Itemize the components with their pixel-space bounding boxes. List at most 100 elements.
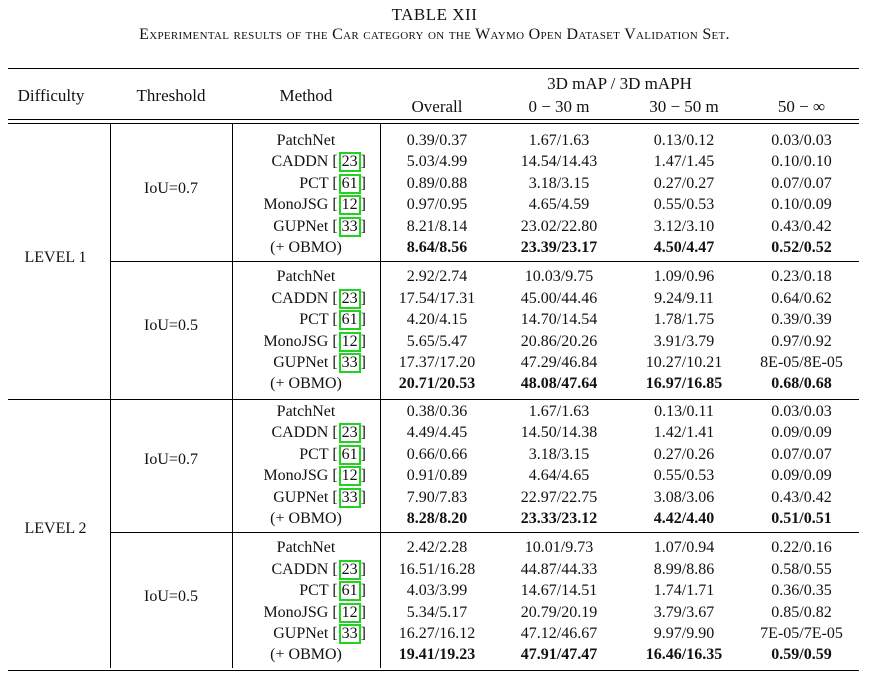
metric-value: 3.12/3.10 [653, 217, 715, 235]
header-col-0-30: 0 − 30 m [528, 97, 590, 116]
metric-value: 4.42/4.40 [653, 510, 715, 527]
metric-value: 47.29/46.84 [520, 354, 598, 371]
metric-value: 8.99/8.86 [653, 560, 715, 578]
metric-value: 4.50/4.47 [653, 239, 715, 256]
method-label: (+ OBMO) [270, 646, 342, 664]
citation-link[interactable]: 61 [338, 310, 361, 331]
metric-value: 0.38/0.36 [406, 403, 468, 420]
metric-value: 5.34/5.17 [406, 603, 468, 621]
method-label: (+ OBMO) [270, 510, 342, 527]
citation-link[interactable]: 12 [338, 466, 361, 487]
header-rule-2 [8, 123, 859, 124]
metric-value: 0.07/0.07 [771, 445, 832, 463]
metric-value: 0.13/0.11 [654, 403, 714, 420]
threshold-label: IoU=0.5 [144, 587, 198, 605]
metric-value: 0.03/0.03 [771, 132, 832, 149]
metric-value: 20.79/20.19 [520, 603, 598, 621]
metric-value: 1.74/1.71 [653, 582, 715, 600]
metric-value: 2.92/2.74 [406, 268, 468, 286]
citation-link[interactable]: 33 [338, 353, 361, 373]
header-group: 3D mAP / 3D mAPH [547, 74, 692, 93]
method-name: GUPNet [33] [273, 487, 366, 508]
method-label: MonoJSG [263, 196, 329, 214]
citation-link[interactable]: 12 [338, 331, 361, 352]
method-name: (+ OBMO) [232, 237, 380, 258]
method-name: (+ OBMO) [232, 373, 380, 394]
method-name: (+ OBMO) [232, 644, 380, 665]
metric-value: 16.27/16.12 [398, 625, 476, 642]
metric-value: 0.09/0.09 [771, 424, 832, 442]
threshold-label: IoU=0.7 [144, 180, 198, 198]
metric-value: 0.36/0.35 [771, 582, 832, 600]
method-label: CADDN [271, 424, 329, 442]
metric-value: 0.39/0.39 [771, 311, 832, 329]
method-name: PatchNet [232, 401, 380, 422]
header-rule-1 [8, 119, 859, 120]
level-label: LEVEL 1 [24, 249, 87, 267]
metric-value: 0.13/0.12 [653, 132, 715, 149]
method-label: GUPNet [273, 354, 329, 371]
citation-link[interactable]: 33 [338, 624, 361, 644]
metric-value: 0.22/0.16 [771, 539, 832, 557]
method-name: MonoJSG [12] [263, 602, 366, 623]
block-separator [110, 261, 859, 263]
citation-link[interactable]: 23 [338, 423, 361, 444]
metric-value: 4.20/4.15 [406, 311, 468, 329]
citation-link[interactable]: 61 [338, 581, 361, 602]
level-separator [8, 398, 859, 400]
method-label: MonoJSG [263, 332, 329, 350]
metric-value: 0.91/0.89 [406, 467, 468, 485]
table-caption: Experimental results of the Car category… [139, 26, 730, 43]
metric-value: 0.97/0.95 [406, 196, 468, 214]
citation-link[interactable]: 23 [338, 288, 361, 309]
method-label: GUPNet [273, 217, 329, 235]
method-label: PCT [299, 311, 329, 329]
metric-value: 1.09/0.96 [653, 268, 715, 286]
method-label: PCT [299, 445, 329, 463]
method-name: MonoJSG [12] [263, 195, 366, 216]
header-threshold: Threshold [136, 86, 206, 105]
metric-value: 0.23/0.18 [771, 268, 832, 286]
citation-link[interactable]: 12 [338, 195, 361, 216]
metric-value: 5.65/5.47 [406, 332, 468, 350]
metric-value: 4.64/4.65 [528, 467, 590, 485]
citation-link[interactable]: 33 [338, 487, 361, 508]
citation-link[interactable]: 12 [338, 602, 361, 623]
bottom-rule [8, 669, 859, 672]
method-label: PatchNet [276, 403, 336, 420]
citation-link[interactable]: 33 [338, 216, 361, 237]
metric-value: 47.91/47.47 [520, 646, 598, 664]
method-label: PCT [299, 174, 329, 192]
method-name: PatchNet [232, 130, 380, 151]
metric-value: 0.39/0.37 [406, 132, 468, 149]
citation-link[interactable]: 61 [338, 173, 361, 194]
method-label: CADDN [271, 289, 329, 307]
method-name: (+ OBMO) [232, 508, 380, 529]
method-name: GUPNet [33] [273, 216, 366, 237]
metric-value: 19.41/19.23 [398, 646, 476, 664]
column-divider [232, 124, 233, 397]
citation-link[interactable]: 61 [338, 444, 361, 465]
method-label: PatchNet [276, 132, 336, 149]
method-name: PCT [61] [299, 444, 366, 465]
method-name: CADDN [23] [271, 559, 366, 580]
metric-value: 0.59/0.59 [771, 646, 832, 664]
metric-value: 16.46/16.35 [645, 646, 723, 664]
metric-value: 0.58/0.55 [771, 560, 832, 578]
metric-value: 10.01/9.73 [524, 539, 594, 557]
metric-value: 17.37/17.20 [398, 354, 476, 371]
metric-value: 0.66/0.66 [406, 445, 468, 463]
method-name: PatchNet [232, 537, 380, 558]
citation-link[interactable]: 23 [338, 559, 361, 580]
method-name: PCT [61] [299, 173, 366, 194]
metric-value: 0.89/0.88 [406, 174, 468, 192]
method-label: PatchNet [276, 539, 336, 557]
metric-value: 16.51/16.28 [398, 560, 476, 578]
method-label: GUPNet [273, 488, 329, 506]
column-divider [380, 395, 381, 668]
metric-value: 47.12/46.67 [520, 625, 598, 642]
metric-value: 0.10/0.09 [771, 196, 832, 214]
top-rule [8, 68, 859, 69]
citation-link[interactable]: 23 [338, 152, 361, 173]
metric-value: 3.79/3.67 [653, 603, 715, 621]
